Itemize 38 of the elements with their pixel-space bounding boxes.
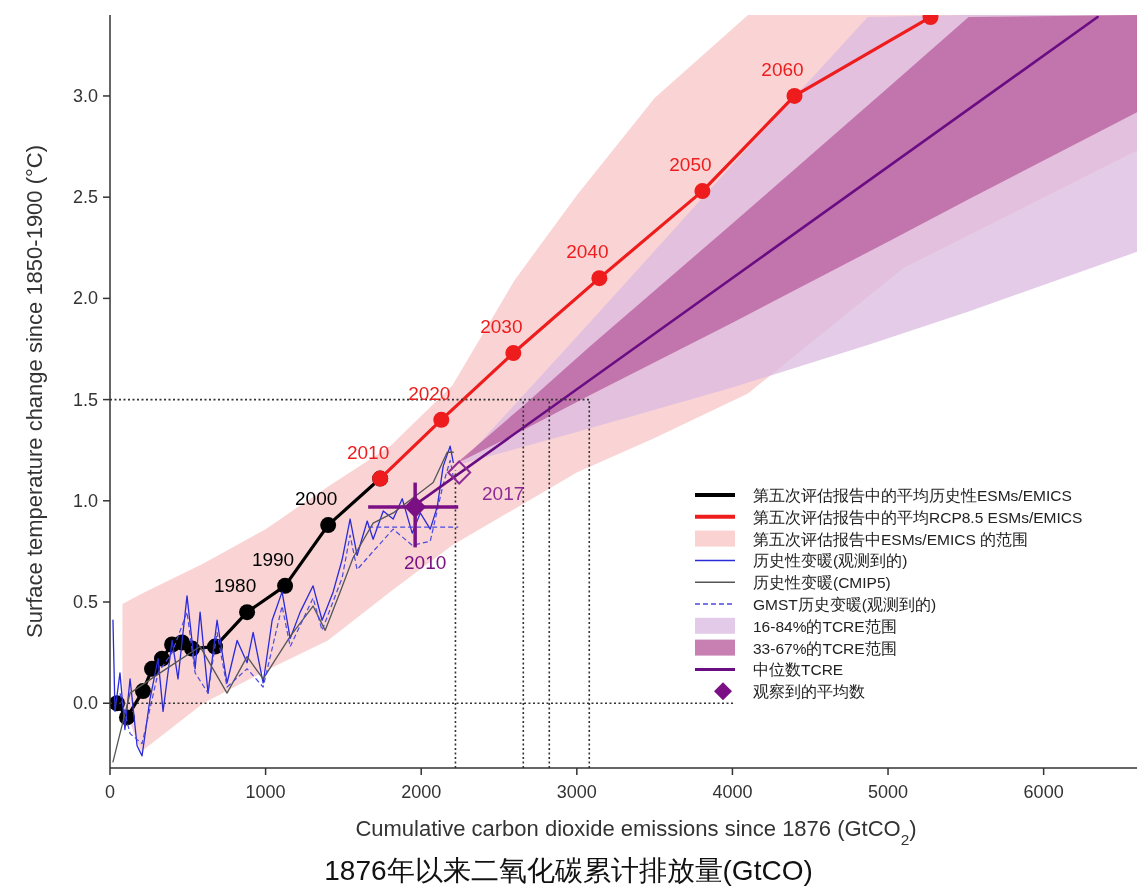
x-tick-label: 2000: [401, 782, 442, 802]
annotation: 2010: [347, 441, 390, 463]
x-tick-label: 3000: [556, 782, 597, 802]
y-tick-label: 0.0: [72, 693, 98, 714]
x-axis-title: Cumulative carbon dioxide emissions since 1876 (GtCO$_{2}$): [355, 816, 917, 848]
y-tick-label: 2.5: [72, 187, 98, 208]
legend-label: 中位数TCRE: [753, 661, 844, 679]
legend-label: 第五次评估报告中ESMs/EMICS 的范围: [753, 530, 1029, 548]
x-tick-label: 5000: [868, 782, 909, 802]
legend-label: 历史性变暖(CMIP5): [753, 574, 891, 592]
x-tick-label: 0: [104, 782, 116, 802]
text: 1876年以来二氧化碳累计排放量(GtCO): [324, 855, 813, 886]
legend-label: 33-67%的TCRE范围: [753, 639, 897, 657]
y-tick-label: 3.0: [72, 85, 98, 106]
legend-label: 历史性变暖(观测到的): [753, 552, 908, 570]
annotation: 2040: [566, 241, 609, 263]
legend-label: 第五次评估报告中的平均RCP8.5 ESMs/EMICS: [753, 508, 1083, 526]
legend-label: GMST历史变暖(观测到的): [753, 596, 937, 613]
y-tick-label: 2.0: [72, 288, 98, 309]
annotation: 2050: [669, 154, 712, 176]
x-tick-label: 6000: [1023, 782, 1064, 802]
y-tick-label: 1.5: [72, 389, 98, 410]
x-tick-label: 1000: [245, 782, 286, 802]
annotation: 2017: [482, 483, 525, 505]
legend-label: 观察到的平均数: [753, 683, 865, 701]
annotation: 2010: [404, 551, 447, 573]
annotation: 2020: [408, 382, 451, 404]
annotation: 1980: [213, 575, 257, 597]
legend-label: 16-84%的TCRE范围: [753, 617, 897, 635]
legend-label: 第五次评估报告中的平均历史性ESMs/EMICS: [753, 487, 1072, 504]
y-tick-label: 0.5: [72, 592, 98, 613]
y-axis-title: Surface temperature change since 1850-1900 (°C): [22, 144, 47, 639]
annotation: 2000: [295, 488, 338, 510]
x-tick-label: 4000: [712, 782, 753, 802]
annotation: 2060: [761, 58, 804, 80]
y-tick-label: 1.0: [72, 490, 98, 511]
annotation: 1990: [251, 548, 295, 570]
annotation: 2030: [480, 316, 523, 338]
